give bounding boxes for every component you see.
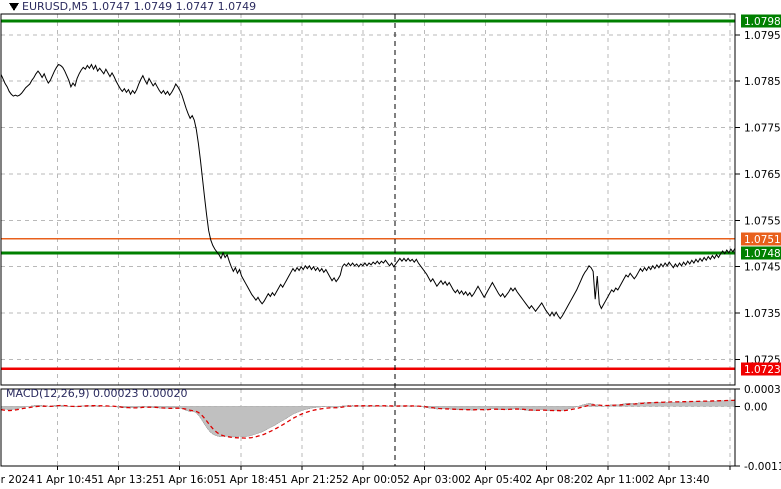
bid-line-badge[interactable] [741,246,781,260]
resistance-line-badge-label: 1.0751 [744,234,781,246]
bid-line-top-badge[interactable] [741,14,781,28]
price-pane-border [0,13,736,386]
macd-tick-label: 0.00 [744,401,767,413]
macd-tick-label: 0.00032 [744,384,781,396]
time-tick-label: 1 Apr 21:25 [281,474,343,486]
price-gridlines [1,14,735,385]
time-tick-label: 2 Apr 13:40 [648,474,710,486]
price-tick-label: 1.0745 [744,262,781,274]
support-line-badge[interactable] [741,362,781,376]
time-tick-label: 2 Apr 03:00 [403,474,465,486]
time-tick-label: 2 Apr 11:00 [587,474,649,486]
time-tick-label: 1 Apr 16:05 [159,474,221,486]
macd-signal-line [0,399,736,439]
time-tick-label: 2 Apr 00:05 [342,474,404,486]
time-tick-label: 1 Apr 2024 [0,474,35,486]
price-axis-labels: 1.0795 1.0785 1.0775 1.0765 1.0755 1.0745 1.07… [735,30,781,366]
bid-line-top-badge-label: 1.0798 [744,16,781,28]
macd-title: MACD(12,26,9) 0.00023 0.00020 [6,387,188,400]
time-tick-label: 1 Apr 10:45 [36,474,98,486]
macd-tick-label: -0.0011 [744,461,781,473]
time-tick-label: 1 Apr 18:45 [220,474,282,486]
price-tick-label: 1.0775 [744,123,781,135]
price-tick-label: 1.0795 [744,30,781,42]
time-tick-label: 2 Apr 08:20 [526,474,588,486]
time-tick-label: 1 Apr 13:25 [97,474,159,486]
price-horizontal-levels[interactable] [1,19,735,370]
price-pane: 1.07951.07851.07751.07651.07551.07451.07… [0,13,781,386]
support-line-badge-label: 1.0723 [744,364,781,376]
price-line-series [0,63,736,320]
time-axis-ticks [56,466,731,470]
price-tick-label: 1.0735 [744,308,781,320]
price-level-badges[interactable]: 1.0798 1.0751 1.0748 1.0723 [741,14,781,376]
bid-line-badge-label: 1.0748 [744,248,781,260]
price-tick-label: 1.0785 [744,76,781,88]
chart-title: EURUSD,M5 1.0747 1.0749 1.0747 1.0749 [22,0,256,13]
time-tick-label: 2 Apr 05:40 [464,474,526,486]
price-tick-label: 1.0755 [744,215,781,227]
chart-symbol-marker [9,3,19,11]
macd-pane: 0.00032 0.00 -0.0011 [0,384,781,473]
macd-axis-labels: 0.00032 0.00 -0.0011 [735,384,781,473]
price-tick-label: 1.0765 [744,169,781,181]
macd-gridlines [56,389,731,466]
resistance-line-badge[interactable] [741,232,781,246]
macd-pane-border [0,388,736,467]
